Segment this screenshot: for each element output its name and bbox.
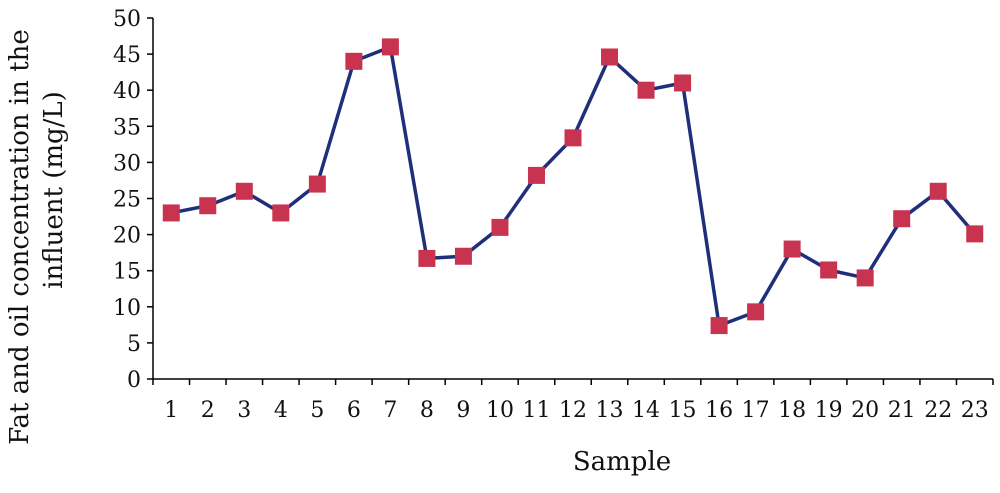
data-point: [783, 240, 801, 258]
x-tick-label: 13: [596, 398, 624, 423]
y-tick-label: 5: [127, 332, 141, 357]
series-line: [170, 45, 977, 328]
data-point: [637, 81, 655, 99]
series-layer: [162, 38, 984, 335]
x-tick-label: 19: [815, 398, 843, 423]
data-point: [381, 38, 399, 56]
x-tick-label: 6: [347, 398, 361, 423]
y-tick-label: 50: [113, 7, 141, 32]
x-tick-label: 11: [522, 398, 550, 423]
x-tick-label: 3: [237, 398, 251, 423]
data-point: [418, 249, 436, 267]
x-tick-label: 10: [486, 398, 514, 423]
data-point: [929, 182, 947, 200]
data-point: [893, 210, 911, 228]
x-tick-label: 4: [274, 398, 288, 423]
y-tick-label: 25: [113, 188, 141, 213]
x-tick-label: 1: [164, 398, 178, 423]
x-axis-title: Sample: [573, 447, 671, 477]
y-axis-title-line-2: influent (mg/L): [39, 91, 69, 289]
x-tick-label: 15: [669, 398, 697, 423]
data-point: [527, 166, 545, 184]
data-point: [747, 303, 765, 321]
x-tick-label: 23: [961, 398, 989, 423]
data-point: [454, 247, 472, 265]
y-tick-label: 40: [113, 79, 141, 104]
data-point: [674, 74, 692, 92]
data-point: [710, 317, 728, 335]
x-tick-label: 8: [420, 398, 434, 423]
data-point: [199, 197, 217, 215]
x-tick-label: 2: [201, 398, 215, 423]
data-point: [820, 261, 838, 279]
x-tick-label: 17: [742, 398, 770, 423]
y-tick-label: 45: [113, 43, 141, 68]
x-tick-label: 21: [888, 398, 916, 423]
x-tick-label: 14: [632, 398, 660, 423]
y-tick-label: 20: [113, 224, 141, 249]
y-tick-label: 15: [113, 260, 141, 285]
data-point: [564, 129, 582, 147]
x-tick-label: 5: [310, 398, 324, 423]
y-axis-title-line-1: Fat and oil concentration in the: [5, 29, 35, 445]
data-point: [308, 175, 326, 193]
x-tick-label: 12: [559, 398, 587, 423]
data-point: [162, 204, 180, 222]
data-point: [601, 48, 619, 66]
y-axis-title: Fat and oil concentration in the influen…: [5, 29, 69, 445]
x-tick-label: 7: [383, 398, 397, 423]
x-tick-label: 18: [778, 398, 806, 423]
data-point: [856, 269, 874, 287]
y-tick-label: 35: [113, 115, 141, 140]
data-point: [345, 52, 363, 70]
data-point: [966, 225, 984, 243]
y-tick-label: 0: [127, 368, 141, 393]
x-tick-label: 16: [705, 398, 733, 423]
y-tick-label: 10: [113, 296, 141, 321]
x-tick-label: 20: [851, 398, 879, 423]
data-point: [491, 218, 509, 236]
x-tick-label: 9: [456, 398, 470, 423]
x-tick-label: 22: [924, 398, 952, 423]
y-tick-label: 30: [113, 151, 141, 176]
data-point: [235, 182, 253, 200]
data-point: [272, 204, 290, 222]
